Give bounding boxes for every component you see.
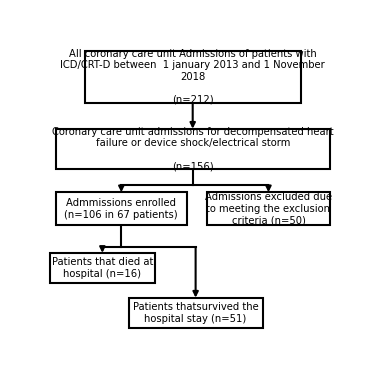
FancyBboxPatch shape [129, 298, 262, 328]
Text: Coronary care unit admissions for decompensated heart
failure or device shock/el: Coronary care unit admissions for decomp… [52, 126, 334, 171]
Text: Patients that died at
hospital (n=16): Patients that died at hospital (n=16) [52, 257, 153, 279]
FancyBboxPatch shape [207, 192, 330, 225]
Text: Admissions excluded due
to meeting the exclusion
criteria (n=50): Admissions excluded due to meeting the e… [205, 192, 332, 225]
Text: All coronary care unit Admissions of patients with
ICD/CRT-D between  1 january : All coronary care unit Admissions of pat… [60, 49, 325, 105]
FancyBboxPatch shape [56, 192, 187, 225]
FancyBboxPatch shape [56, 129, 330, 169]
Text: Admmissions enrolled
(n=106 in 67 patients): Admmissions enrolled (n=106 in 67 patien… [65, 198, 178, 220]
FancyBboxPatch shape [50, 253, 155, 283]
FancyBboxPatch shape [85, 51, 300, 103]
Text: Patients thatsurvived the
hospital stay (n=51): Patients thatsurvived the hospital stay … [133, 302, 258, 324]
